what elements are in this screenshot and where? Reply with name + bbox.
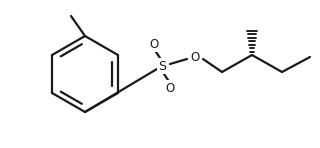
Text: O: O — [165, 82, 175, 95]
Text: O: O — [149, 37, 159, 50]
Text: O: O — [190, 50, 200, 63]
Text: S: S — [158, 59, 166, 73]
